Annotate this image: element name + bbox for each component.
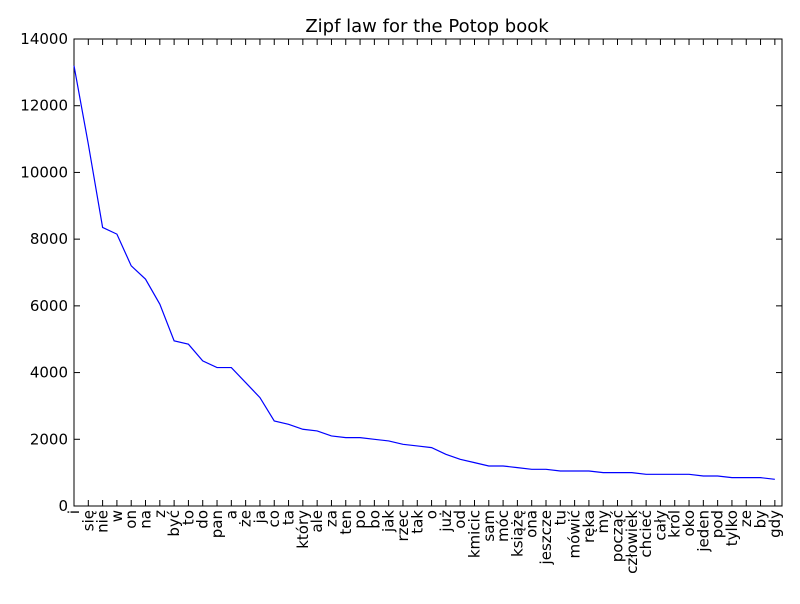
plot-area	[73, 38, 783, 507]
x-tick-label: a	[222, 510, 240, 519]
x-tick-label: nie	[94, 510, 112, 533]
y-tick-label: 10000	[20, 163, 68, 181]
x-tick-label: być	[165, 510, 183, 537]
y-tick-label: 4000	[30, 364, 68, 382]
y-tick-label: 6000	[30, 297, 68, 315]
x-tick-label: ona	[523, 510, 541, 538]
y-tick-label: 8000	[30, 230, 68, 248]
x-tick-label: który	[294, 510, 312, 549]
x-tick-label: oko	[680, 510, 698, 537]
x-tick-label: kmicic	[465, 510, 483, 558]
x-tick-label: do	[194, 510, 212, 529]
x-tick-label: ja	[251, 510, 269, 524]
x-tick-label: jak	[380, 510, 398, 533]
x-tick-label: król	[666, 510, 684, 538]
x-tick-label: ze	[737, 510, 755, 527]
x-tick-label: ale	[308, 510, 326, 533]
chart-title: Zipf law for the Potop book	[305, 16, 549, 37]
x-tick-label: w	[108, 510, 126, 522]
x-tick-label: jeszcze	[537, 510, 555, 565]
x-tick-label: bo	[365, 510, 383, 529]
y-axis: 0 2000 4000 6000 8000 10000 12000 14000	[20, 30, 782, 515]
x-axis: isięniewonnazbyćtodopanażejacotaktóryale…	[65, 39, 784, 574]
x-tick-label: począć	[609, 510, 627, 562]
y-tick-label: 14000	[20, 30, 68, 48]
x-tick-label: z	[151, 510, 169, 518]
x-tick-label: móc	[494, 510, 512, 542]
x-tick-label: tu	[551, 510, 569, 525]
y-tick-label: 0	[58, 497, 68, 515]
x-tick-label: cały	[651, 510, 669, 541]
x-tick-label: od	[451, 510, 469, 529]
x-tick-label: na	[137, 510, 155, 529]
x-tick-label: człowiek	[623, 510, 641, 574]
x-tick-label: my	[594, 510, 612, 534]
x-tick-label: ten	[337, 510, 355, 535]
x-tick-label: już	[437, 510, 455, 533]
x-tick-label: on	[122, 510, 140, 529]
x-tick-label: co	[265, 510, 283, 527]
x-tick-label: tak	[408, 510, 426, 534]
x-tick-label: ręka	[580, 510, 598, 543]
x-tick-label: się	[79, 510, 97, 531]
x-tick-label: to	[179, 510, 197, 525]
x-tick-label: po	[351, 510, 369, 529]
y-tick-label: 2000	[30, 430, 68, 448]
x-tick-label: pod	[709, 510, 727, 538]
series-line	[73, 65, 775, 480]
x-tick-label: ta	[280, 510, 298, 525]
x-tick-label: tylko	[723, 510, 741, 546]
x-tick-label: rzec	[394, 510, 412, 542]
x-tick-label: sam	[480, 510, 498, 542]
x-tick-label: że	[237, 510, 255, 527]
x-tick-label: o	[423, 510, 441, 519]
y-tick-label: 12000	[20, 97, 68, 115]
x-tick-label: jeden	[694, 510, 712, 553]
x-tick-label: by	[752, 510, 770, 529]
x-tick-label: mówić	[566, 510, 584, 558]
x-tick-label: pan	[208, 510, 226, 538]
x-tick-label: książę	[508, 510, 526, 557]
x-tick-label: za	[322, 510, 340, 527]
x-tick-label: chcieć	[637, 510, 655, 558]
x-tick-label: gdy	[766, 510, 784, 538]
x-tick-label: i	[65, 510, 83, 514]
